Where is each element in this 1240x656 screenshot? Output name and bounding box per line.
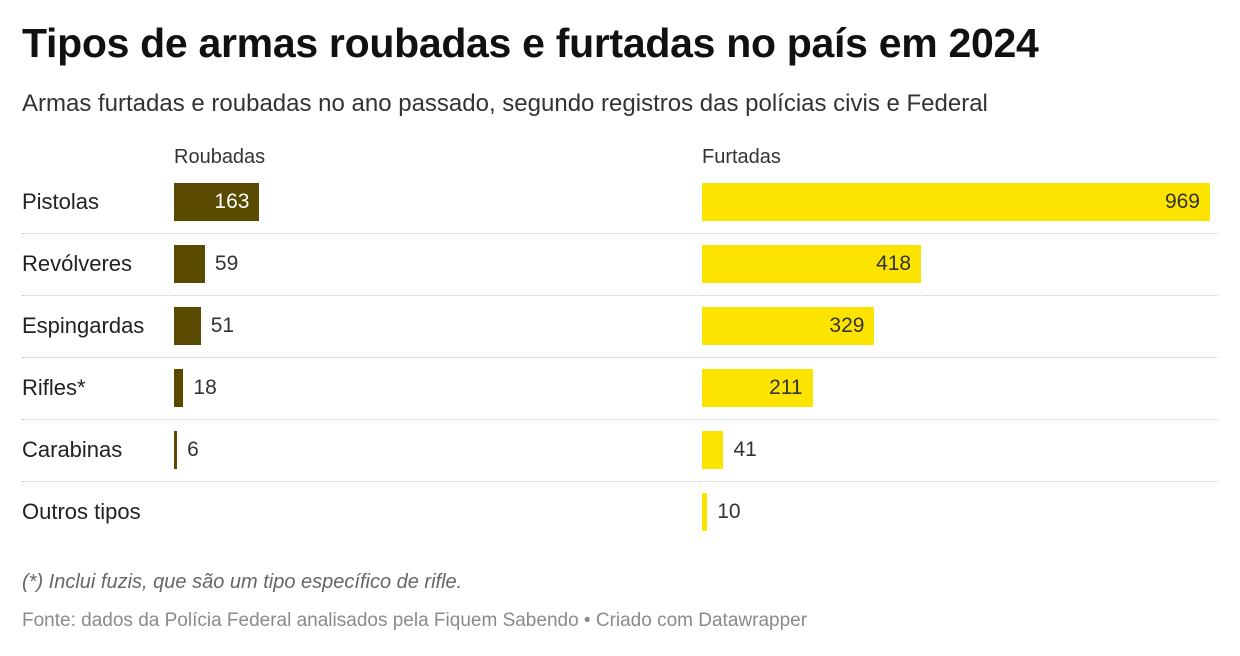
bar-chart: Roubadas Furtadas Pistolas 163 969 Revólveres… [0, 140, 1240, 540]
data-label-furtadas: 418 [876, 252, 912, 275]
source-credit: Fonte: dados da Polícia Federal analisad… [22, 610, 808, 631]
category-label: Espingardas [22, 313, 145, 338]
bar-furtadas [702, 493, 708, 531]
bar-furtadas [702, 307, 875, 345]
data-label-roubadas: 163 [214, 190, 250, 213]
footnote: (*) Inclui fuzis, que são um tipo especí… [22, 571, 463, 593]
bar-roubadas [174, 307, 201, 345]
category-label: Pistolas [22, 189, 100, 214]
bar-roubadas [174, 431, 178, 469]
column-header-furtadas: Furtadas [702, 146, 781, 168]
data-label-roubadas: 6 [187, 438, 199, 461]
column-header-roubadas: Roubadas [174, 146, 266, 168]
category-label: Outros tipos [22, 499, 141, 524]
data-label-furtadas: 969 [1164, 190, 1200, 213]
bar-furtadas [702, 369, 813, 407]
data-label-roubadas: 51 [210, 314, 235, 337]
data-label-roubadas: 59 [214, 252, 239, 275]
bar-furtadas [702, 183, 1210, 221]
data-label-furtadas: 10 [717, 500, 741, 523]
data-label-furtadas: 329 [829, 314, 865, 337]
chart-row: Revólveres 59 418 [22, 233, 1218, 296]
bar-furtadas [702, 431, 724, 469]
category-label: Rifles* [22, 375, 86, 400]
data-label-furtadas: 41 [733, 438, 757, 461]
data-label-furtadas: 211 [769, 376, 803, 399]
data-label-roubadas: 18 [193, 376, 217, 399]
chart-row: Espingardas 51 329 [22, 295, 1218, 358]
bar-roubadas [174, 369, 184, 407]
category-label: Revólveres [22, 251, 133, 276]
chart-row: Carabinas 6 41 [22, 419, 1218, 482]
bar-furtadas [702, 245, 922, 283]
bar-roubadas [174, 245, 205, 283]
chart-row: Outros tipos 10 [22, 481, 1218, 543]
chart-row: Rifles* 18 211 [22, 357, 1218, 420]
chart-subtitle: Armas furtadas e roubadas no ano passado… [22, 90, 988, 117]
chart-title: Tipos de armas roubadas e furtadas no pa… [22, 20, 1039, 66]
category-label: Carabinas [22, 437, 123, 462]
bar-roubadas [174, 183, 260, 221]
chart-row: Pistolas 163 969 [22, 171, 1218, 234]
